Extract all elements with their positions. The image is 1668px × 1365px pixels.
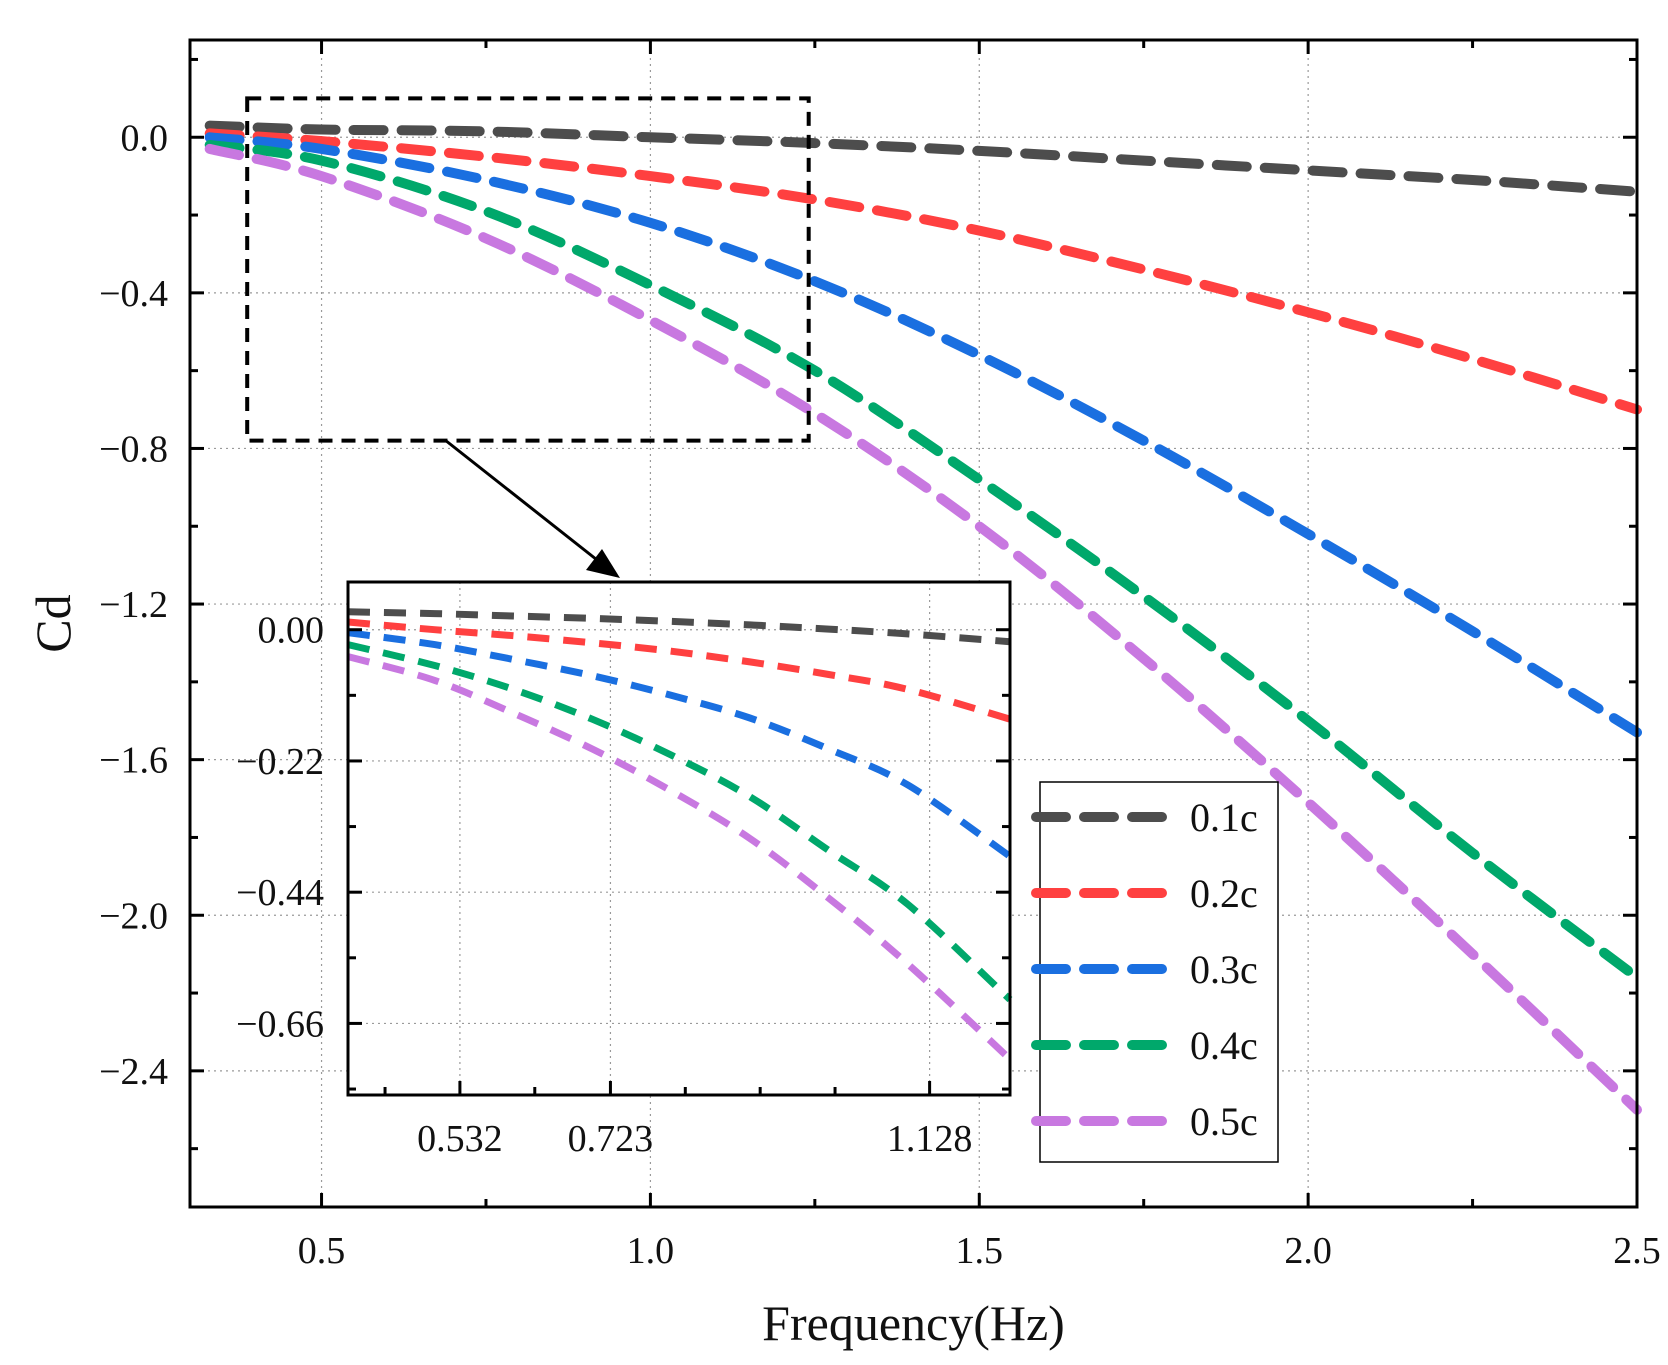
inset-y-tick-label: 0.00 <box>258 610 325 652</box>
legend: 0.1c 0.2c 0.3c 0.4c 0.5c <box>1031 795 1258 1144</box>
inset-plot-series <box>347 608 1013 1062</box>
inset-x-tick-label: 0.723 <box>568 1118 654 1160</box>
main-plot-series <box>204 120 1642 1115</box>
inset-plot-frame <box>346 580 1012 1097</box>
legend-label-0.4c: 0.4c <box>1190 1023 1258 1068</box>
zoom-arrow <box>444 438 607 569</box>
x-tick-label: 1.0 <box>627 1230 675 1272</box>
inset-x-tick-label: 1.128 <box>887 1118 973 1160</box>
series-line-0.5c <box>204 143 1642 1115</box>
legend-label-0.1c: 0.1c <box>1190 795 1258 840</box>
series-line-0.4c <box>204 140 1642 983</box>
legend-label-0.3c: 0.3c <box>1190 947 1258 992</box>
inset-series-line-0.3c <box>347 629 1012 860</box>
x-tick-label: 0.5 <box>298 1230 346 1272</box>
y-tick-label: −2.0 <box>99 895 168 937</box>
legend-label-0.2c: 0.2c <box>1190 871 1258 916</box>
zoom-region-box <box>245 96 811 443</box>
y-tick-label: −1.6 <box>99 740 168 782</box>
inset-series-line-0.4c <box>347 641 1013 1003</box>
legend-label-0.5c: 0.5c <box>1190 1099 1258 1144</box>
y-tick-label: 0.0 <box>121 117 169 159</box>
series-line-0.3c <box>204 132 1642 738</box>
inset-series-line-0.5c <box>347 653 1013 1062</box>
series-line-0.2c <box>204 128 1642 415</box>
series-line-0.1c <box>204 120 1642 197</box>
inset-y-tick-label: −0.22 <box>236 741 324 783</box>
x-tick-label: 2.0 <box>1284 1230 1332 1272</box>
inset-series-line-0.1c <box>347 608 1011 646</box>
main-axis-ticks: 0.5 1.0 1.5 2.0 2.5 0.0 −0.4 −0.8 −1.2 −1.6 −2.0 −2… <box>99 40 1661 1272</box>
zoom-arrow-head <box>586 549 620 578</box>
y-tick-label: −0.4 <box>99 273 168 315</box>
main-plot-frame <box>188 38 1639 1209</box>
x-tick-label: 2.5 <box>1613 1230 1661 1272</box>
y-tick-label: −2.4 <box>99 1051 168 1093</box>
x-tick-label: 1.5 <box>956 1230 1004 1272</box>
y-tick-label: −0.8 <box>99 428 168 470</box>
y-tick-label: −1.2 <box>99 584 168 626</box>
inset-axis-ticks: 0.532 0.723 1.128 0.00 −0.22 −0.44 −0.66 <box>236 610 1010 1160</box>
y-axis-title: Cd <box>25 594 81 652</box>
x-axis-title: Frequency(Hz) <box>762 1295 1065 1351</box>
inset-y-tick-label: −0.66 <box>236 1003 324 1045</box>
inset-x-tick-label: 0.532 <box>417 1118 503 1160</box>
inset-grid <box>348 582 1010 1095</box>
inset-y-tick-label: −0.44 <box>236 872 324 914</box>
inset-series-line-0.2c <box>347 618 1011 723</box>
inset-background <box>348 582 1010 1095</box>
